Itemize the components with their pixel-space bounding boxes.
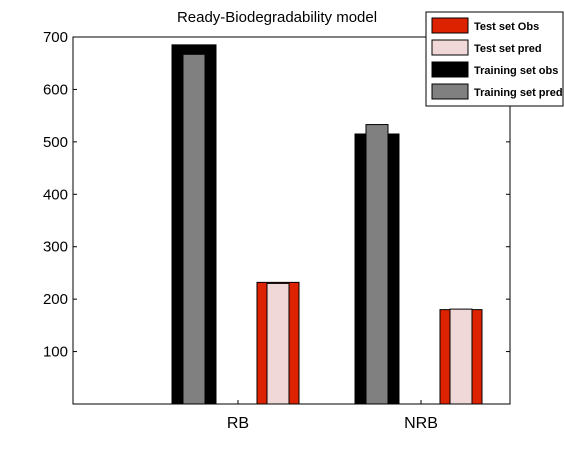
x-tick-label-nrb: NRB [404, 415, 438, 432]
y-tick-label: 200 [43, 291, 68, 308]
legend-swatch [431, 61, 469, 78]
y-tick-label: 100 [43, 344, 68, 361]
legend-swatch [431, 83, 469, 100]
bar-test-set-pred-rb [266, 282, 290, 405]
bar-test-set-pred-nrb [449, 308, 473, 405]
y-tick-label: 700 [43, 29, 68, 46]
chart-title: Ready-Biodegradability model [177, 9, 377, 26]
legend-swatch [431, 17, 469, 34]
x-tick-label-rb: RB [227, 415, 249, 432]
y-tick-label: 500 [43, 134, 68, 151]
y-tick-label: 400 [43, 186, 68, 203]
y-tick-label: 300 [43, 239, 68, 256]
legend-label: Training set pred [474, 87, 563, 99]
y-tick-label: 600 [43, 81, 68, 98]
bar-training-set-pred-rb [182, 53, 206, 405]
legend-label: Training set obs [474, 65, 558, 77]
legend-swatch [431, 39, 469, 56]
bars-group [171, 44, 483, 405]
legend-label: Test set Obs [474, 21, 539, 33]
bar-training-set-pred-nrb [365, 124, 389, 405]
legend-label: Test set pred [474, 43, 542, 55]
legend: Test set Obs Test set pred Training set ob… [425, 11, 564, 107]
x-axis: RB NRB [227, 400, 438, 432]
y-axis: 100 200 300 400 500 600 700 [43, 29, 510, 361]
